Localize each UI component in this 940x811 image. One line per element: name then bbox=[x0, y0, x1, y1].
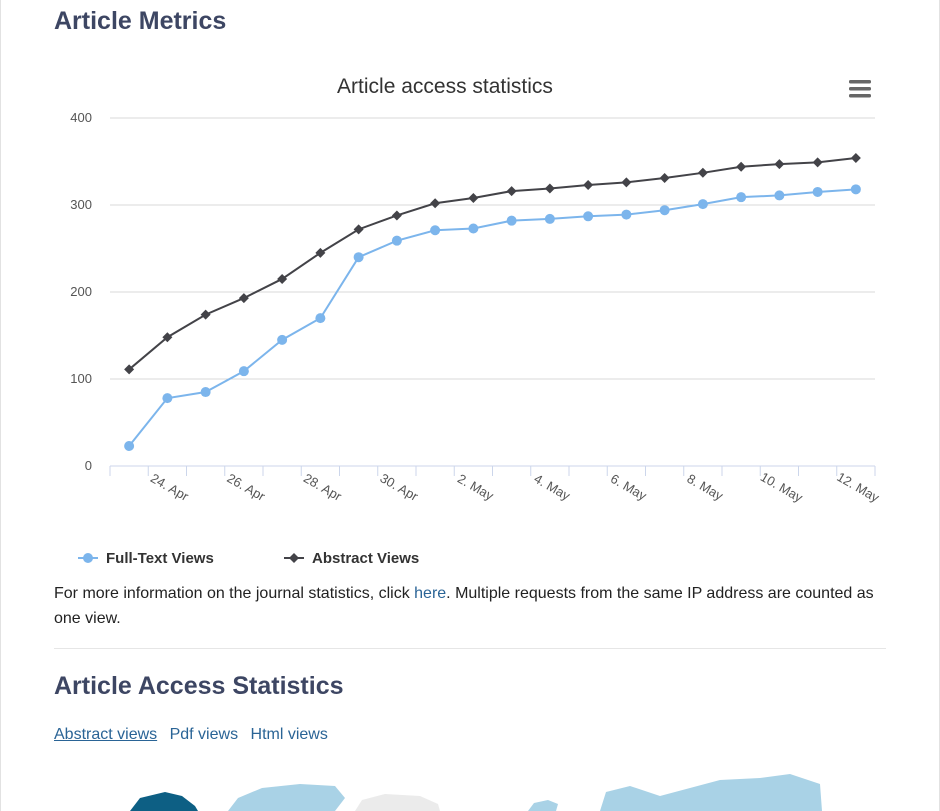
data-point bbox=[697, 199, 708, 210]
data-point bbox=[736, 161, 747, 172]
data-point bbox=[124, 364, 135, 375]
y-tick-label: 200 bbox=[70, 284, 92, 299]
data-point bbox=[774, 190, 785, 201]
view-tabs: Abstract views Pdf views Html views bbox=[54, 726, 336, 744]
y-axis: 0 100 200 300 400 bbox=[70, 110, 92, 473]
data-point bbox=[850, 153, 861, 164]
data-point bbox=[315, 313, 326, 324]
x-tick-label: 24. Apr bbox=[148, 470, 192, 504]
data-point bbox=[850, 184, 861, 195]
data-point bbox=[659, 173, 670, 184]
y-tick-label: 0 bbox=[85, 458, 92, 473]
data-point bbox=[162, 393, 173, 404]
series-layer bbox=[124, 153, 861, 451]
data-point bbox=[621, 177, 632, 188]
x-tick-label: 28. Apr bbox=[301, 470, 345, 504]
legend-marker bbox=[289, 553, 299, 563]
x-tick-label: 30. Apr bbox=[378, 470, 422, 504]
x-axis: 24. Apr 26. Apr 28. Apr 30. Apr 2. May 4. May… bbox=[109, 465, 882, 505]
data-point bbox=[430, 198, 441, 209]
data-point bbox=[277, 273, 288, 284]
grid-lines bbox=[110, 117, 875, 380]
data-point bbox=[506, 186, 517, 197]
data-point bbox=[315, 247, 326, 258]
data-point bbox=[544, 183, 555, 194]
data-point bbox=[697, 167, 708, 178]
x-tick-label: 26. Apr bbox=[225, 470, 269, 504]
metrics-heading: Article Metrics bbox=[54, 7, 227, 35]
data-point bbox=[544, 213, 555, 224]
data-point bbox=[430, 225, 441, 236]
access-heading: Article Access Statistics bbox=[54, 672, 344, 700]
data-point bbox=[353, 224, 364, 235]
tab-pdf-views[interactable]: Pdf views bbox=[169, 726, 239, 743]
data-point bbox=[736, 192, 747, 203]
data-point bbox=[200, 309, 211, 320]
data-point bbox=[506, 215, 517, 226]
legend-marker bbox=[83, 553, 93, 563]
access-chart: Article access statistics 0100200300400 … bbox=[70, 74, 882, 567]
series-abstract-views bbox=[124, 153, 861, 375]
data-point bbox=[774, 159, 785, 170]
data-point bbox=[812, 157, 823, 168]
data-point bbox=[583, 179, 594, 190]
tab-html-views[interactable]: Html views bbox=[250, 726, 328, 743]
legend[interactable]: Full-Text Views Abstract Views bbox=[78, 550, 419, 567]
data-point bbox=[391, 235, 402, 246]
data-point bbox=[124, 440, 135, 451]
map-region-greenland bbox=[228, 784, 345, 811]
data-point bbox=[468, 193, 479, 204]
data-point bbox=[353, 252, 364, 263]
y-tick-label: 300 bbox=[70, 197, 92, 212]
legend-label: Full-Text Views bbox=[106, 550, 214, 567]
series-line bbox=[128, 157, 856, 371]
series-line bbox=[128, 188, 856, 447]
section-divider bbox=[54, 648, 886, 649]
data-point bbox=[468, 223, 479, 234]
info-text-before: For more information on the journal stat… bbox=[54, 585, 415, 602]
tab-abstract-views[interactable]: Abstract views bbox=[54, 726, 158, 743]
map-region-americas-north bbox=[130, 792, 198, 811]
data-point bbox=[277, 334, 288, 345]
info-text-after: . Multiple requests from the same IP add… bbox=[54, 585, 874, 627]
x-tick-label: 6. May bbox=[608, 471, 650, 504]
map-region-asia-north bbox=[600, 774, 822, 811]
info-here-link[interactable]: here bbox=[414, 585, 447, 602]
data-point bbox=[391, 210, 402, 221]
y-tick-label: 100 bbox=[70, 371, 92, 386]
x-tick-label: 4. May bbox=[531, 471, 573, 504]
data-point bbox=[238, 366, 249, 377]
legend-label: Abstract Views bbox=[312, 550, 419, 567]
info-text: For more information on the journal stat… bbox=[54, 581, 884, 631]
chart-title: Article access statistics bbox=[337, 75, 553, 98]
legend-item: Abstract Views bbox=[284, 550, 419, 567]
data-point bbox=[621, 209, 632, 220]
data-point bbox=[200, 387, 211, 398]
data-point bbox=[162, 332, 173, 343]
map-region-europe bbox=[355, 794, 440, 811]
data-point bbox=[238, 293, 249, 304]
data-point bbox=[812, 186, 823, 197]
x-tick-label: 8. May bbox=[684, 471, 726, 504]
x-tick-label: 2. May bbox=[455, 471, 497, 504]
map-region-islands bbox=[528, 800, 558, 811]
series-full-text-views bbox=[124, 184, 861, 451]
data-point bbox=[583, 211, 594, 222]
y-tick-label: 400 bbox=[70, 110, 92, 125]
legend-item: Full-Text Views bbox=[78, 550, 214, 567]
hamburger-menu-icon[interactable] bbox=[842, 74, 878, 104]
world-map[interactable] bbox=[0, 770, 940, 811]
data-point bbox=[659, 205, 670, 216]
